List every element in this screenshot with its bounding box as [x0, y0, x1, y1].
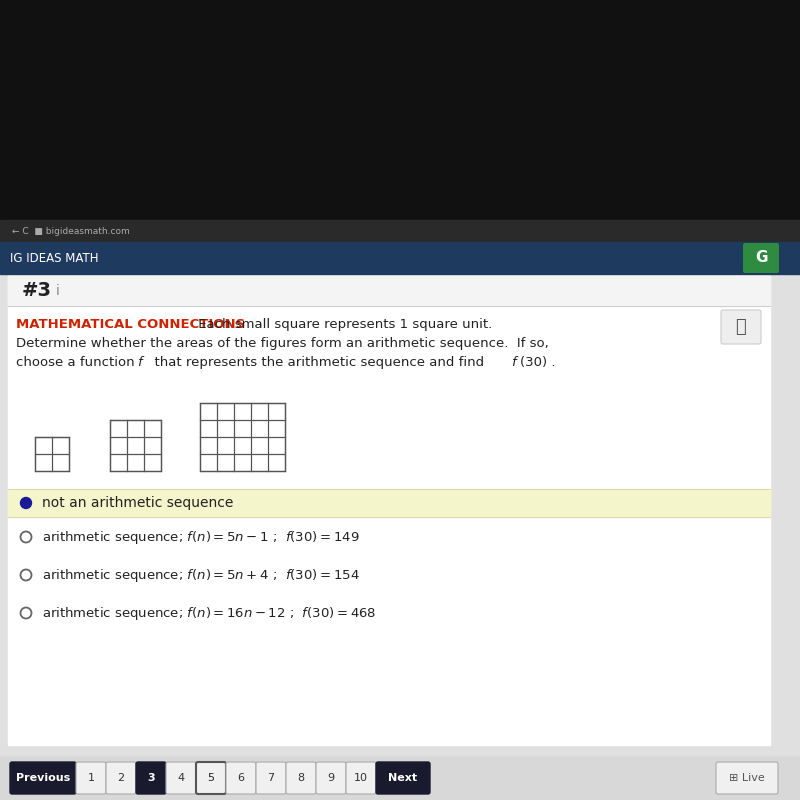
- Bar: [8, 276, 770, 306]
- Bar: [0, 0, 800, 220]
- Text: 9: 9: [327, 773, 334, 783]
- FancyBboxPatch shape: [376, 762, 430, 794]
- Text: ⊞ Live: ⊞ Live: [729, 773, 765, 783]
- Text: (30) .: (30) .: [520, 356, 555, 369]
- Bar: [8, 276, 770, 745]
- Text: not an arithmetic sequence: not an arithmetic sequence: [42, 496, 234, 510]
- Text: arithmetic sequence; $f(n) = 5n - 1$ ;  $f(30) = 149$: arithmetic sequence; $f(n) = 5n - 1$ ; $…: [42, 529, 359, 546]
- FancyBboxPatch shape: [10, 762, 76, 794]
- Text: Next: Next: [389, 773, 418, 783]
- Text: Each small square represents 1 square unit.: Each small square represents 1 square un…: [194, 318, 492, 331]
- Text: choose a function: choose a function: [16, 356, 139, 369]
- Text: ← C  ■ bigideasmath.com: ← C ■ bigideasmath.com: [12, 226, 130, 235]
- Text: 5: 5: [207, 773, 214, 783]
- FancyBboxPatch shape: [226, 762, 256, 794]
- Text: 7: 7: [267, 773, 274, 783]
- Text: G: G: [754, 250, 767, 266]
- Text: 🔇: 🔇: [736, 318, 746, 336]
- Text: Determine whether the areas of the figures form an arithmetic sequence.  If so,: Determine whether the areas of the figur…: [16, 337, 549, 350]
- Bar: [0, 756, 800, 800]
- Bar: [200, 403, 285, 471]
- Text: arithmetic sequence; $f(n) = 16n - 12$ ;  $f(30) = 468$: arithmetic sequence; $f(n) = 16n - 12$ ;…: [42, 605, 377, 622]
- Text: 10: 10: [354, 773, 368, 783]
- FancyBboxPatch shape: [136, 762, 166, 794]
- Text: 6: 6: [238, 773, 245, 783]
- FancyBboxPatch shape: [166, 762, 196, 794]
- Circle shape: [21, 498, 31, 509]
- Text: 1: 1: [87, 773, 94, 783]
- Text: 8: 8: [298, 773, 305, 783]
- FancyBboxPatch shape: [106, 762, 136, 794]
- FancyBboxPatch shape: [196, 762, 226, 794]
- FancyBboxPatch shape: [716, 762, 778, 794]
- Bar: [35, 437, 69, 471]
- FancyBboxPatch shape: [286, 762, 316, 794]
- Text: 3: 3: [147, 773, 155, 783]
- FancyBboxPatch shape: [76, 762, 106, 794]
- Bar: [110, 420, 161, 471]
- FancyBboxPatch shape: [316, 762, 346, 794]
- Text: 2: 2: [118, 773, 125, 783]
- Bar: [0, 220, 800, 242]
- FancyBboxPatch shape: [721, 310, 761, 344]
- Bar: [0, 242, 800, 274]
- Text: i: i: [56, 284, 60, 298]
- Text: IG IDEAS MATH: IG IDEAS MATH: [10, 251, 98, 265]
- FancyBboxPatch shape: [256, 762, 286, 794]
- Text: f: f: [511, 356, 516, 369]
- Text: 4: 4: [178, 773, 185, 783]
- Bar: [0, 274, 800, 800]
- Text: arithmetic sequence; $f(n) = 5n + 4$ ;  $f(30) = 154$: arithmetic sequence; $f(n) = 5n + 4$ ; $…: [42, 566, 360, 583]
- FancyBboxPatch shape: [743, 243, 779, 273]
- Text: Previous: Previous: [16, 773, 70, 783]
- Text: f: f: [137, 356, 142, 369]
- Text: that represents the arithmetic sequence and find: that represents the arithmetic sequence …: [146, 356, 488, 369]
- Bar: [8, 489, 770, 517]
- Text: MATHEMATICAL CONNECTIONS: MATHEMATICAL CONNECTIONS: [16, 318, 246, 331]
- FancyBboxPatch shape: [346, 762, 376, 794]
- Text: #3: #3: [22, 282, 52, 301]
